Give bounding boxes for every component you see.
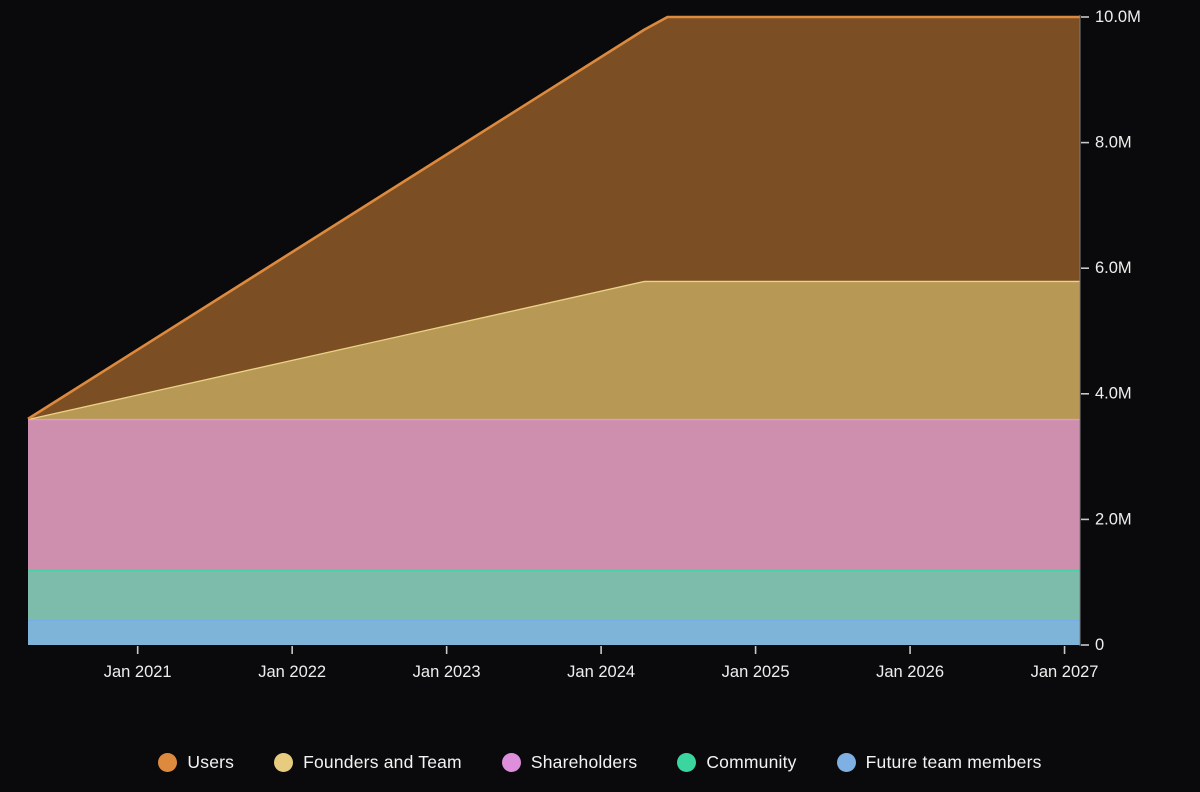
- legend-label: Users: [187, 751, 235, 772]
- x-tick-label: Jan 2026: [876, 663, 944, 681]
- legend-item-shareholders[interactable]: Shareholders: [501, 751, 638, 773]
- area-top-line-users: [27, 15, 1080, 420]
- legend-swatch-future-team-members: [836, 752, 856, 772]
- x-tick-label: Jan 2021: [104, 663, 172, 681]
- y-tick-label: 0: [1095, 636, 1104, 654]
- area-shareholders: [28, 418, 1080, 570]
- stacked-area-chart: 0 2.0M 4.0M 6.0M 8.0M 10.0M Jan 2021 Jan 2022 Ja…: [27, 8, 1141, 681]
- y-tick-label: 10.0M: [1095, 8, 1141, 26]
- legend-swatch-community: [677, 752, 697, 772]
- y-tick-label: 2.0M: [1095, 510, 1132, 528]
- chart-canvas: 0 2.0M 4.0M 6.0M 8.0M 10.0M Jan 2021 Jan 2022 Ja…: [27, 8, 1141, 681]
- x-tick-label: Jan 2024: [567, 663, 635, 681]
- legend-swatch-shareholders: [501, 752, 521, 772]
- area-community: [28, 569, 1080, 620]
- y-tick-label: 6.0M: [1095, 259, 1132, 277]
- legend-label: Shareholders: [530, 751, 638, 772]
- legend-label: Community: [706, 751, 797, 772]
- area-users: [28, 17, 1080, 419]
- x-tick-label: Jan 2023: [413, 663, 481, 681]
- chart-legend: Users Founders and Team Shareholders Commun…: [0, 744, 1200, 780]
- legend-label: Future team members: [865, 751, 1042, 772]
- legend-swatch-users: [158, 752, 178, 772]
- legend-item-community[interactable]: Community: [677, 752, 796, 773]
- legend-label: Founders and Team: [303, 751, 462, 772]
- legend-item-founders-and-team[interactable]: Founders and Team: [274, 752, 462, 773]
- area-future-team-members: [28, 619, 1080, 645]
- x-tick-label: Jan 2027: [1031, 663, 1099, 681]
- y-tick-label: 8.0M: [1095, 133, 1132, 151]
- y-tick-label: 4.0M: [1095, 385, 1132, 403]
- x-tick-label: Jan 2025: [722, 663, 790, 681]
- legend-swatch-founders-and-team: [274, 752, 294, 772]
- x-tick-label: Jan 2022: [258, 663, 326, 681]
- legend-item-users[interactable]: Users: [158, 752, 234, 773]
- area-founders-and-team: [28, 280, 1080, 419]
- legend-item-future-team-members[interactable]: Future team members: [836, 751, 1042, 773]
